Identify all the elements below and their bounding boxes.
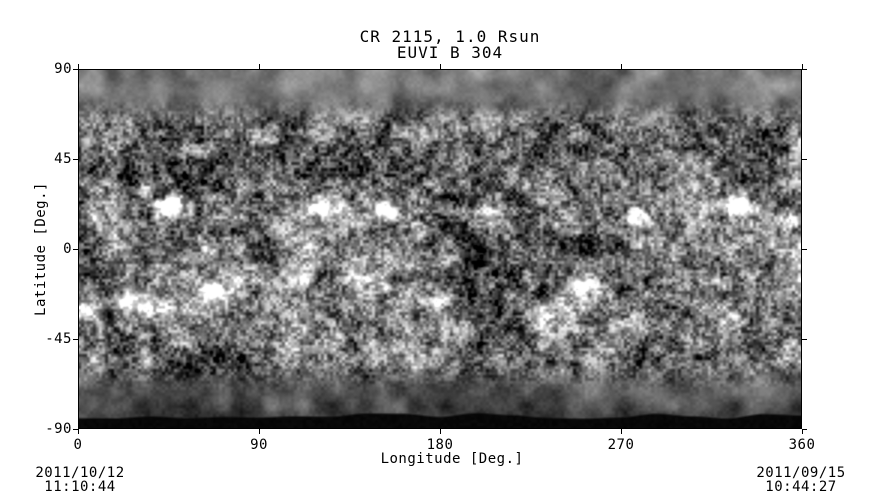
- tick-mark: [258, 429, 260, 434]
- chart-title: CR 2115, 1.0 Rsun: [359, 27, 541, 46]
- tick-mark: [77, 64, 79, 69]
- x-tick-label: 360: [788, 437, 816, 453]
- tick-mark: [73, 158, 78, 160]
- tick-mark: [77, 429, 79, 434]
- y-tick-label: -45: [45, 331, 72, 347]
- tick-mark: [801, 64, 803, 69]
- x-tick-label: 0: [73, 437, 83, 453]
- chart-subtitle: EUVI B 304: [396, 43, 504, 62]
- right-time: 10:44:27: [765, 479, 837, 495]
- x-axis-label: Longitude [Deg.]: [380, 451, 524, 467]
- tick-mark: [802, 338, 807, 340]
- tick-mark: [439, 64, 441, 69]
- tick-mark: [802, 428, 807, 430]
- tick-mark: [73, 68, 78, 70]
- plot-frame: [78, 69, 802, 429]
- y-tick-label: 45: [54, 151, 72, 167]
- synoptic-map-image: [79, 70, 801, 428]
- tick-mark: [802, 68, 807, 70]
- tick-mark: [802, 158, 807, 160]
- y-tick-label: 0: [63, 241, 72, 257]
- tick-mark: [620, 64, 622, 69]
- tick-mark: [258, 64, 260, 69]
- tick-mark: [620, 429, 622, 434]
- tick-mark: [439, 429, 441, 434]
- x-tick-label: 90: [250, 437, 268, 453]
- tick-mark: [73, 428, 78, 430]
- left-date: 2011/10/12: [35, 465, 125, 481]
- right-date: 2011/09/15: [756, 465, 846, 481]
- tick-mark: [73, 248, 78, 250]
- x-tick-label: 180: [426, 437, 454, 453]
- tick-mark: [802, 248, 807, 250]
- tick-mark: [73, 338, 78, 340]
- left-time: 11:10:44: [44, 479, 116, 495]
- x-tick-label: 270: [607, 437, 635, 453]
- tick-mark: [801, 429, 803, 434]
- y-tick-label: 90: [54, 61, 72, 77]
- y-tick-label: -90: [45, 421, 72, 437]
